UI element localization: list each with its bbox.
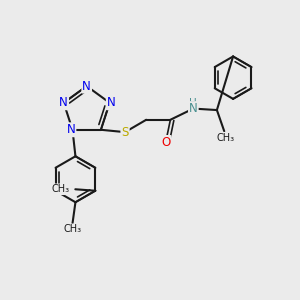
Text: O: O	[161, 136, 171, 149]
Text: CH₃: CH₃	[52, 184, 70, 194]
Text: S: S	[121, 126, 129, 139]
Text: CH₃: CH₃	[217, 133, 235, 143]
Text: CH₃: CH₃	[63, 224, 82, 234]
Text: N: N	[67, 123, 75, 136]
Text: H: H	[190, 98, 197, 108]
Text: N: N	[107, 96, 116, 109]
Text: N: N	[59, 96, 68, 109]
Text: N: N	[82, 80, 91, 93]
Text: N: N	[189, 102, 198, 115]
